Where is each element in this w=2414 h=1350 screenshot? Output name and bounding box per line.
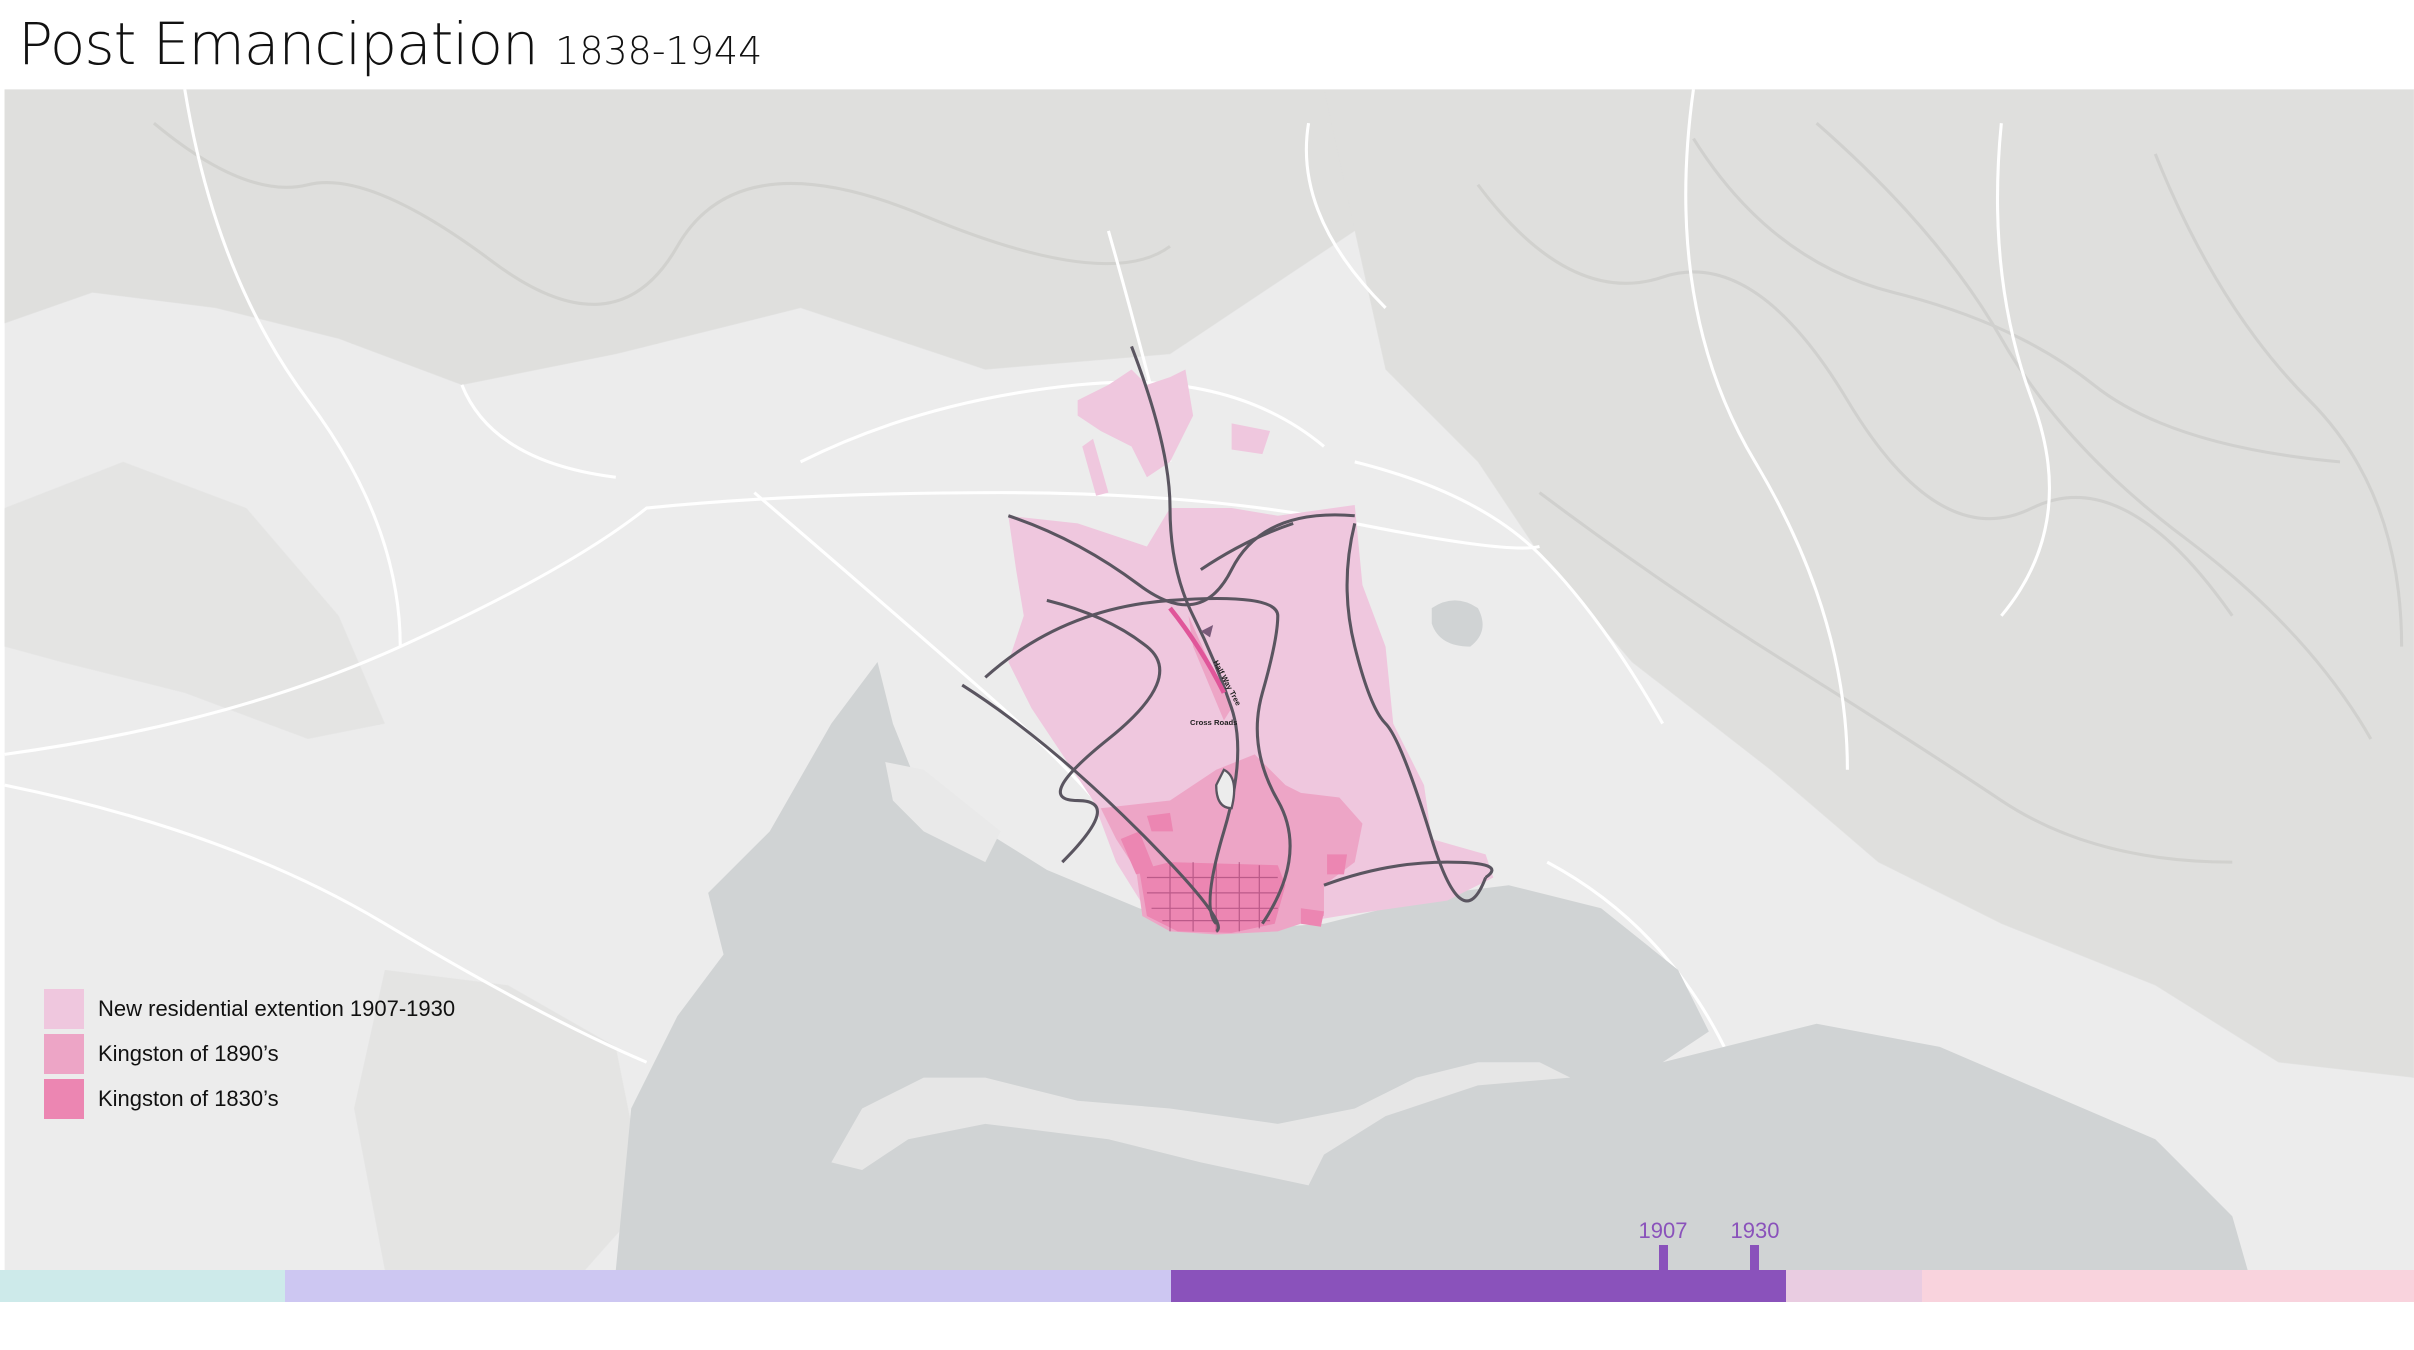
timeline-segment-1[interactable] bbox=[0, 1270, 285, 1302]
minor-roads bbox=[4, 89, 2051, 1064]
label-cross-roads: Cross Roads bbox=[1190, 718, 1237, 727]
timeline-segment-3[interactable] bbox=[1170, 1270, 1787, 1302]
page-title: Post Emancipation 1838-1944 bbox=[18, 10, 762, 78]
title-date-range: 1838-1944 bbox=[555, 29, 763, 73]
terrain-ridges bbox=[152, 121, 2404, 864]
map-legend: New residential extention 1907-1930 King… bbox=[44, 987, 455, 1122]
timeline-bar[interactable] bbox=[0, 1270, 2414, 1302]
extension-north-strips bbox=[1077, 369, 1271, 496]
title-text: Post Emancipation bbox=[18, 10, 539, 78]
lake bbox=[1431, 600, 1483, 647]
legend-swatch bbox=[44, 1034, 84, 1074]
major-roads bbox=[961, 345, 1494, 933]
legend-label: Kingston of 1830’s bbox=[98, 1086, 279, 1111]
timeline-segment-4[interactable] bbox=[1786, 1270, 1922, 1302]
racecourse bbox=[1215, 768, 1236, 810]
legend-item-extension: New residential extention 1907-1930 bbox=[44, 987, 455, 1031]
halfway-tree-marker-icon bbox=[1200, 625, 1214, 638]
legend-label: New residential extention 1907-1930 bbox=[98, 996, 456, 1021]
timeline-marker-1930 bbox=[1750, 1245, 1759, 1275]
legend-item-1830s: Kingston of 1830’s bbox=[44, 1077, 455, 1121]
legend-label: Kingston of 1890’s bbox=[98, 1041, 279, 1066]
timeline-segment-5[interactable] bbox=[1921, 1270, 2414, 1302]
timeline-marker-label: 1907 bbox=[1638, 1218, 1688, 1243]
terrain-shading bbox=[4, 89, 2414, 1271]
timeline-segment-2[interactable] bbox=[284, 1270, 1171, 1302]
legend-swatch bbox=[44, 989, 84, 1029]
timeline-marker-1907 bbox=[1659, 1245, 1668, 1275]
legend-item-1890s: Kingston of 1890’s bbox=[44, 1032, 455, 1076]
halfway-tree-road-highlight bbox=[1168, 606, 1226, 694]
kingston-1830s-area bbox=[1120, 812, 1348, 933]
timeline-marker-label: 1930 bbox=[1730, 1218, 1780, 1243]
palisadoes-spit bbox=[831, 1062, 1571, 1186]
harbour-land bbox=[885, 762, 1001, 863]
legend-swatch bbox=[44, 1079, 84, 1119]
